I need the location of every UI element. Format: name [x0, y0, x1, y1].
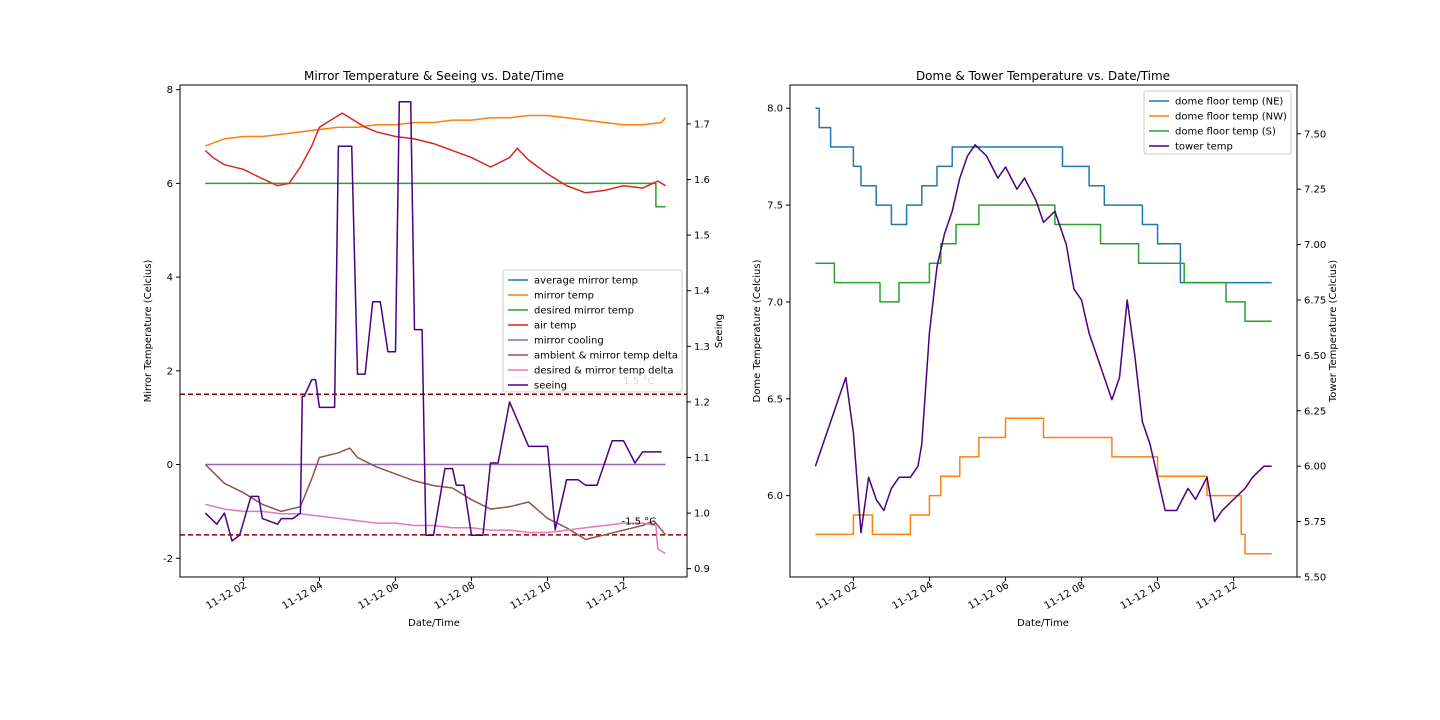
y-tick-label: 0	[167, 460, 173, 471]
y2-axis-label: Seeing	[714, 314, 725, 348]
legend-entry: dome floor temp (S)	[1175, 127, 1276, 138]
y2-tick-label: 1.1	[694, 453, 710, 464]
legend-entry: dome floor temp (NW)	[1175, 112, 1287, 123]
series-line-seeing	[204, 100, 662, 542]
y2-tick-label: 5.75	[1304, 517, 1326, 528]
x-tick-label: 11-12 10	[509, 580, 553, 612]
y2-tick-label: 1.5	[694, 231, 710, 242]
series-line-desired-mirror-temp-delta	[205, 503, 666, 555]
y2-tick-label: 5.50	[1304, 573, 1326, 584]
legend-entry: desired mirror temp	[534, 306, 634, 317]
x-tick-label: 11-12 04	[890, 580, 934, 612]
y2-axis-label: Tower Temperature (Celcius)	[1328, 260, 1339, 403]
y2-tick-label: 1.7	[694, 119, 710, 130]
legend-entry: dome floor temp (NE)	[1175, 97, 1283, 108]
x-tick-label: 11-12 12	[1195, 580, 1239, 612]
plot-frame	[179, 84, 688, 578]
y-axis-label: Dome Temperature (Celcius)	[752, 259, 763, 402]
y-tick-label: 6	[167, 179, 173, 190]
y2-tick-label: 6.50	[1304, 351, 1326, 362]
y2-tick-label: 6.25	[1304, 406, 1326, 417]
legend-entry: mirror cooling	[534, 336, 604, 347]
x-axis-label: Date/Time	[408, 618, 460, 629]
y-tick-label: 4	[167, 273, 173, 284]
x-tick-label: 11-12 08	[433, 580, 477, 612]
series-line-air-temp	[204, 112, 666, 194]
x-tick-label: 11-12 06	[967, 580, 1011, 612]
plot-area: 6.0 6.5 7.0 7.5 8.0 5.50 5.75 6.00 6.25 6.50 6.75 7…	[767, 84, 1326, 612]
legend-entry: mirror temp	[534, 291, 594, 302]
y-tick-label: 8	[167, 85, 173, 96]
y2-tick-label: 0.9	[694, 564, 710, 575]
y2-tick-label: 7.25	[1304, 185, 1326, 196]
y2-tick-label: 7.50	[1304, 129, 1326, 140]
y-tick-label: 6.5	[767, 394, 783, 405]
y2-tick-label: 7.00	[1304, 240, 1326, 251]
y-tick-label: -2	[163, 554, 173, 565]
y-tick-label: 8.0	[767, 104, 783, 115]
x-tick-label: 11-12 02	[814, 580, 858, 612]
y-tick-label: 7.5	[767, 201, 783, 212]
mirror-seeing-chart: Mirror Temperature & Seeing vs. Date/Tim…	[143, 69, 725, 629]
series-line-dome-floor-temp-ne-	[815, 107, 1272, 284]
legend-box	[502, 269, 683, 393]
series-line-tower-temp	[814, 144, 1272, 534]
legend-entry: ambient & mirror temp delta	[534, 351, 678, 362]
y2-tick-label: 6.75	[1304, 295, 1326, 306]
y-tick-label: 6.0	[767, 491, 783, 502]
series-line-dome-floor-temp-nw-	[815, 417, 1272, 555]
plot-frame	[789, 84, 1298, 578]
legend-entry: average mirror temp	[534, 276, 638, 287]
y-tick-label: 7.0	[767, 297, 783, 308]
legend-entry: air temp	[534, 321, 576, 332]
x-tick-label: 11-12 02	[204, 580, 248, 612]
dome-tower-chart: Dome & Tower Temperature vs. Date/Time D…	[752, 69, 1339, 629]
legend-entry: seeing	[534, 381, 567, 392]
y2-tick-label: 6.00	[1304, 462, 1326, 473]
y2-tick-label: 1.3	[694, 342, 710, 353]
y-tick-label: 2	[167, 366, 173, 377]
legend-box	[1143, 90, 1292, 155]
series-line-desired-mirror-temp	[205, 182, 666, 208]
chart-title: Mirror Temperature & Seeing vs. Date/Tim…	[304, 69, 564, 83]
x-tick-label: 11-12 12	[585, 580, 629, 612]
x-tick-label: 11-12 08	[1043, 580, 1087, 612]
legend-entry: desired & mirror temp delta	[534, 366, 673, 377]
x-tick-label: 11-12 10	[1119, 580, 1163, 612]
y2-tick-label: 1.0	[694, 509, 710, 520]
chart-title: Dome & Tower Temperature vs. Date/Time	[916, 69, 1170, 83]
x-tick-label: 11-12 06	[357, 580, 401, 612]
y2-tick-label: 1.4	[694, 286, 710, 297]
legend: dome floor temp (NE) dome floor temp (NW)…	[1143, 90, 1292, 155]
y-axis-label: Mirror Temperature (Celcius)	[143, 260, 154, 403]
annotation-label: -1.5 °C	[621, 517, 656, 528]
x-tick-label: 11-12 04	[280, 580, 324, 612]
y2-tick-label: 1.6	[694, 175, 710, 186]
series-line-mirror-temp	[205, 114, 667, 147]
x-axis-label: Date/Time	[1017, 618, 1069, 629]
y2-tick-label: 1.2	[694, 397, 710, 408]
series-line-dome-floor-temp-s-	[815, 204, 1272, 323]
series-line-ambient-mirror-temp-delta	[204, 447, 667, 541]
legend: average mirror temp mirror temp desired mi…	[502, 269, 683, 393]
legend-entry: tower temp	[1175, 142, 1233, 153]
